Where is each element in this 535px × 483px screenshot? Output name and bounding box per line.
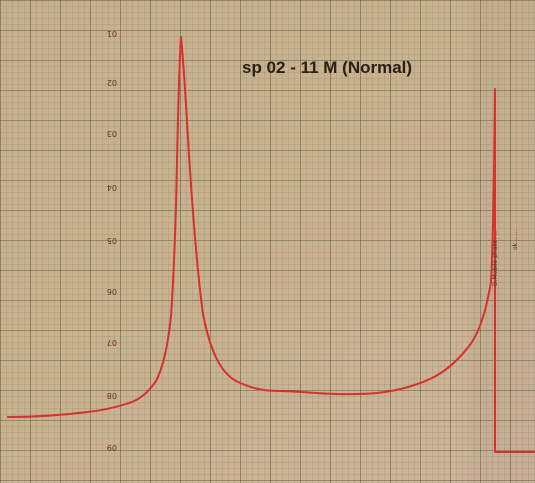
scale-label-07: 07 bbox=[107, 338, 117, 347]
scale-label-01: 01 bbox=[107, 29, 117, 38]
scale-label-08: 08 bbox=[107, 391, 117, 400]
scale-label-06: 06 bbox=[107, 287, 117, 296]
scale-label-03: 03 bbox=[107, 129, 117, 138]
scan-shadow bbox=[470, 0, 535, 483]
handwritten-notes: D.Mobile phase: ... ok... ... bbox=[492, 229, 519, 286]
chromatogram-trace bbox=[7, 36, 535, 453]
handwritten-note-2: ok... ... bbox=[512, 229, 519, 250]
scale-label-05: 05 bbox=[107, 236, 117, 245]
scale-label-02: 02 bbox=[107, 78, 117, 87]
scale-labels: 01 02 03 04 05 06 07 08 09 bbox=[107, 29, 117, 452]
scale-label-09: 09 bbox=[107, 443, 117, 452]
scale-label-04: 04 bbox=[107, 183, 117, 192]
chromatogram-title: sp 02 - 11 M (Normal) bbox=[242, 58, 412, 77]
handwritten-note-1: D.Mobile phase: ... bbox=[492, 230, 499, 286]
